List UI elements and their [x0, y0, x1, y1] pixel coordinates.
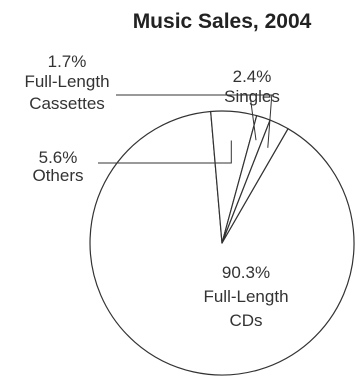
- leader-lines: [98, 94, 273, 164]
- leader-others: [98, 140, 232, 164]
- slice-cassettes-percent: 1.7%: [48, 52, 87, 71]
- slice-singles-percent: 2.4%: [233, 67, 272, 86]
- slice-cassettes-name-line2: Cassettes: [29, 94, 105, 113]
- slice-cds-percent: 90.3%: [222, 263, 270, 282]
- leader-singles: [221, 94, 273, 148]
- chart-title: Music Sales, 2004: [133, 10, 312, 33]
- slice-cds-name-line2: CDs: [229, 311, 262, 330]
- slice-others-name: Others: [32, 166, 83, 185]
- pie-slices: [89, 110, 355, 376]
- slice-others-percent: 5.6%: [39, 148, 78, 167]
- slice-cassettes-name-line1: Full-Length: [24, 72, 109, 91]
- slice-cds-name-line1: Full-Length: [203, 287, 288, 306]
- slice-singles-name: Singles: [224, 87, 280, 106]
